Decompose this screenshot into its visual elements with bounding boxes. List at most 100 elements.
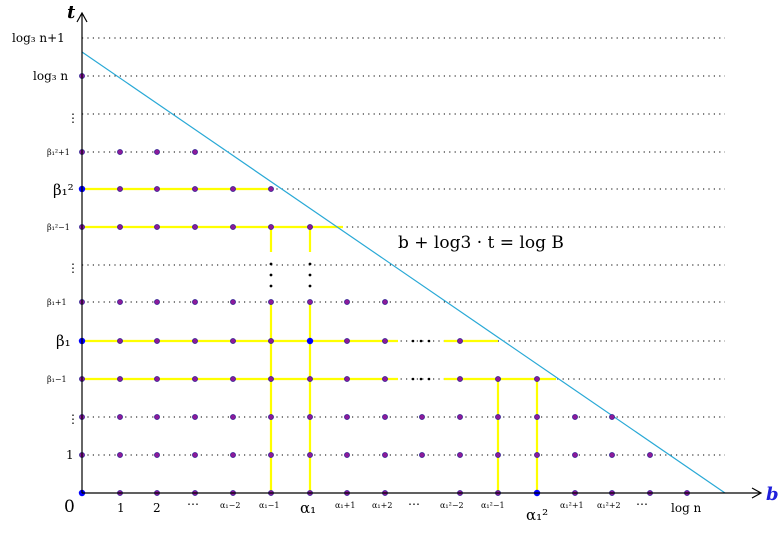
lattice-point-53: [495, 376, 501, 382]
lattice-point-31: [192, 414, 198, 420]
lattice-point-71: [382, 299, 388, 305]
lattice-point-55: [117, 338, 123, 344]
lattice-points: [78, 73, 690, 497]
y-tick-vdots-3: ⋮: [67, 111, 79, 125]
y-tick-beta2-plus-1: β₁²+1: [47, 148, 70, 157]
lattice-point-23: [457, 452, 463, 458]
lattice-point-73: [117, 224, 123, 230]
lattice-point-18: [268, 452, 274, 458]
lattice-point-41: [572, 414, 578, 420]
y-tick-log3n-plus-1: log₃ n+1: [12, 31, 65, 45]
lattice-point-61: [382, 338, 388, 344]
lattice-point-38: [457, 414, 463, 420]
lattice-point-30: [154, 414, 160, 420]
lattice-point-16: [192, 452, 198, 458]
lattice-point-37: [419, 414, 425, 420]
lattice-point-57: [192, 338, 198, 344]
lattice-point-58: [230, 338, 236, 344]
lattice-point-29: [117, 414, 123, 420]
x-tick-dots-3: ⋯: [636, 497, 648, 511]
lattice-point-76: [230, 224, 236, 230]
lattice-point-35: [344, 414, 350, 420]
y-tick-beta2-minus-1: β₁²−1: [47, 223, 70, 232]
lattice-point-36: [382, 414, 388, 420]
lattice-point-15: [154, 452, 160, 458]
lattice-point-59: [268, 338, 274, 344]
x-tick-a2-plus-2: α₁²+2: [597, 501, 621, 510]
lattice-point-44: [117, 376, 123, 382]
x-tick-a1-minus-2: α₁−2: [220, 501, 240, 510]
lattice-point-20: [344, 452, 350, 458]
lattice-point-32: [230, 414, 236, 420]
lattice-point-54: [534, 376, 540, 382]
lattice-point-69: [307, 299, 313, 305]
lattice-point-68: [268, 299, 274, 305]
lattice-point-14: [117, 452, 123, 458]
boundary-equation: b + log3 · t = log B: [398, 233, 564, 253]
y-axis-label: t: [67, 2, 76, 23]
y-tick-log3n: log₃ n: [33, 69, 68, 83]
x-axis-label: b: [766, 484, 779, 505]
arrow-up-icon: [76, 11, 88, 23]
lattice-point-46: [192, 376, 198, 382]
x-tick-a1: α₁: [300, 499, 316, 517]
lattice-point-83: [268, 186, 274, 192]
lattice-point-51: [382, 376, 388, 382]
inner-vertical-dots: [269, 262, 312, 288]
axes: [76, 11, 763, 499]
x-tick-a2-minus-2: α₁²−2: [440, 501, 464, 510]
y-tick-beta-plus-1: β₁+1: [47, 298, 67, 307]
lattice-point-77: [268, 224, 274, 230]
x-tick-dots-1: ⋯: [187, 497, 199, 511]
lattice-point-33: [268, 414, 274, 420]
lattice-point-82: [230, 186, 236, 192]
x-tick-labels: 1 2 ⋯ α₁−2 α₁−1 α₁ α₁+1 α₁+2 ⋯ α₁²−2 α₁²…: [117, 497, 702, 524]
lattice-point-87: [192, 149, 198, 155]
x-tick-a1-plus-2: α₁+2: [372, 501, 392, 510]
lattice-point-50: [344, 376, 350, 382]
lattice-point-65: [154, 299, 160, 305]
lattice-point-70: [344, 299, 350, 305]
lattice-point-74: [154, 224, 160, 230]
special-point-1: [306, 337, 314, 345]
x-tick-a1-minus-1: α₁−1: [259, 501, 279, 510]
lattice-point-39: [495, 414, 501, 420]
boundary-line: [81, 51, 726, 494]
lattice-point-17: [230, 452, 236, 458]
lattice-point-19: [307, 452, 313, 458]
lattice-point-66: [192, 299, 198, 305]
lattice-point-81: [192, 186, 198, 192]
x-tick-logn: log n: [671, 501, 702, 515]
lattice-point-25: [534, 452, 540, 458]
lattice-point-47: [230, 376, 236, 382]
y-tick-vdots-1: ⋮: [67, 412, 79, 426]
lattice-point-27: [609, 452, 615, 458]
x-tick-1: 1: [117, 501, 125, 515]
lattice-point-80: [154, 186, 160, 192]
x-tick-a2: α₁²: [526, 506, 548, 524]
lattice-point-45: [154, 376, 160, 382]
lattice-point-78: [307, 224, 313, 230]
lattice-point-62: [457, 338, 463, 344]
origin-label: 0: [64, 497, 75, 517]
lattice-point-34: [307, 414, 313, 420]
arrow-right-icon: [751, 487, 763, 499]
lattice-point-67: [230, 299, 236, 305]
y-tick-beta-minus-1: β₁−1: [47, 375, 67, 384]
y-tick-beta2: β₁²: [53, 181, 74, 199]
lattice-point-52: [457, 376, 463, 382]
lattice-point-79: [117, 186, 123, 192]
x-tick-a1-plus-1: α₁+1: [335, 501, 355, 510]
y-tick-vdots-2: ⋮: [67, 261, 79, 275]
inner-horizontal-dots: [411, 339, 431, 381]
x-tick-a2-plus-1: α₁²+1: [560, 501, 584, 510]
x-tick-dots-2: ⋯: [408, 497, 420, 511]
lattice-point-26: [572, 452, 578, 458]
lattice-point-56: [154, 338, 160, 344]
y-tick-beta: β₁: [56, 332, 71, 350]
lattice-point-85: [117, 149, 123, 155]
lattice-point-42: [609, 414, 615, 420]
x-tick-2: 2: [153, 501, 161, 515]
